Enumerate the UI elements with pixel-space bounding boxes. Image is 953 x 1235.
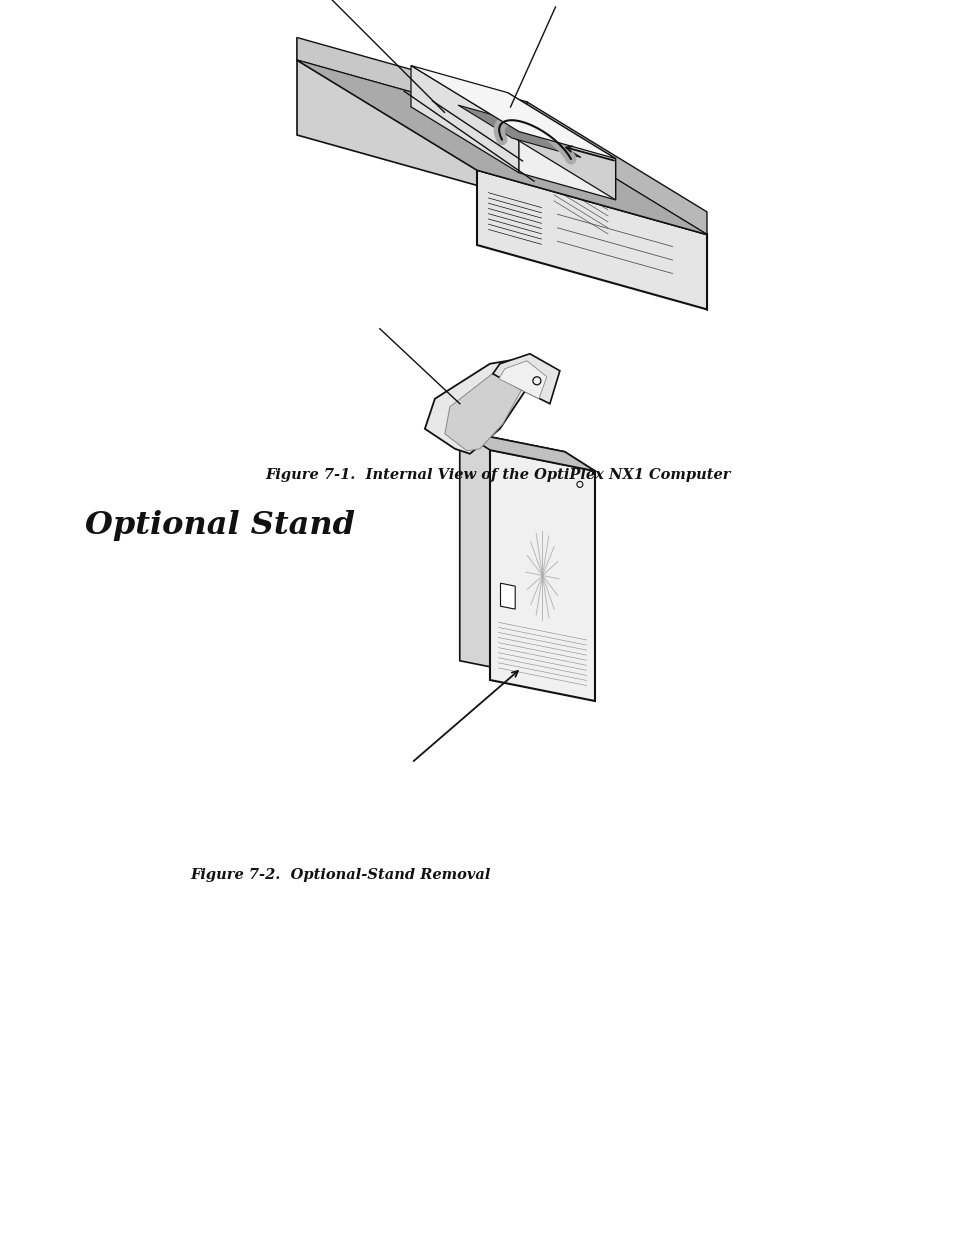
Polygon shape	[444, 367, 524, 451]
Polygon shape	[490, 450, 595, 701]
Text: Figure 7-1.  Internal View of the OptiPlex NX1 Computer: Figure 7-1. Internal View of the OptiPle…	[265, 468, 730, 482]
Polygon shape	[296, 37, 526, 125]
Polygon shape	[296, 37, 476, 170]
Polygon shape	[493, 353, 559, 404]
Polygon shape	[296, 61, 526, 199]
Polygon shape	[457, 105, 580, 157]
Polygon shape	[518, 132, 615, 200]
Polygon shape	[411, 65, 518, 173]
Polygon shape	[498, 361, 546, 399]
Polygon shape	[459, 431, 564, 682]
Polygon shape	[476, 170, 706, 310]
Text: Figure 7-2.  Optional-Stand Removal: Figure 7-2. Optional-Stand Removal	[190, 868, 490, 882]
Polygon shape	[500, 583, 515, 609]
Polygon shape	[296, 61, 706, 235]
Polygon shape	[526, 103, 706, 235]
Polygon shape	[526, 125, 706, 310]
Polygon shape	[424, 359, 529, 453]
Polygon shape	[411, 65, 615, 158]
Text: Optional Stand: Optional Stand	[85, 510, 355, 541]
Polygon shape	[564, 452, 595, 701]
Polygon shape	[507, 93, 615, 200]
Polygon shape	[296, 61, 706, 235]
Polygon shape	[459, 431, 595, 471]
